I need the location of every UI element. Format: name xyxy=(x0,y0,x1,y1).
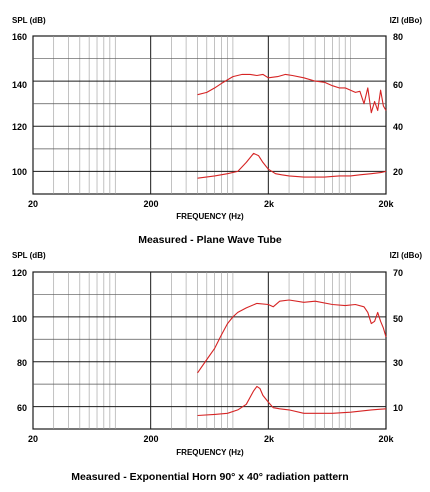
chart-2-x-tick: 20 xyxy=(28,434,38,444)
chart-2-series xyxy=(197,299,387,417)
chart-2-grid xyxy=(33,272,386,429)
chart-1-x-axis-label: FREQUENCY (Hz) xyxy=(176,212,244,221)
chart-2-x-tick: 200 xyxy=(143,434,158,444)
chart-2-y2-tick: 30 xyxy=(393,358,403,368)
chart-1-x-tick: 200 xyxy=(143,199,158,209)
chart-1-grid xyxy=(33,36,386,194)
chart-2-y2-tick: 10 xyxy=(393,403,403,413)
chart-2-y2-axis-label: IZI (dBo) xyxy=(390,251,423,260)
chart-2-x-tick: 2k xyxy=(264,434,275,444)
chart-1-y-tick: 160 xyxy=(12,32,27,42)
chart-1-y2-tick: 20 xyxy=(393,167,403,177)
chart-1-x-tick: 20k xyxy=(378,199,394,209)
chart-1-y2-axis-label: IZI (dBo) xyxy=(390,16,423,25)
chart-1-x-tick: 2k xyxy=(264,199,275,209)
chart-1-y-tick: 100 xyxy=(12,167,27,177)
chart-2-title: Measured - Exponential Horn 90° x 40° ra… xyxy=(71,471,348,483)
spl-response-curve xyxy=(197,73,387,114)
chart-1-plane-wave-tube: SPL (dB) IZI (dBo) 160 140 120 100 80 60… xyxy=(12,16,422,246)
chart-1-y-tick: 120 xyxy=(12,122,27,132)
chart-1-x-tick: 20 xyxy=(28,199,38,209)
chart-1-title: Measured - Plane Wave Tube xyxy=(138,234,282,246)
chart-2-x-tick: 20k xyxy=(378,434,394,444)
chart-2-x-axis-label: FREQUENCY (Hz) xyxy=(176,448,244,457)
chart-1-y2-tick: 60 xyxy=(393,80,403,90)
chart-2-y-tick: 80 xyxy=(17,358,27,368)
spl-response-curve xyxy=(197,299,387,374)
impedance-curve xyxy=(197,385,387,417)
chart-2-y-tick: 60 xyxy=(17,403,27,413)
chart-1-y2-tick: 80 xyxy=(393,32,403,42)
chart-2-y-axis-label: SPL (dB) xyxy=(12,251,46,260)
chart-1-y2-tick: 40 xyxy=(393,122,403,132)
chart-2-y-tick: 120 xyxy=(12,268,27,278)
chart-2-y2-tick: 50 xyxy=(393,314,403,324)
chart-2-plot-frame xyxy=(32,271,387,430)
impedance-curve xyxy=(197,152,387,179)
chart-1-plot-frame xyxy=(32,35,387,195)
chart-2-exponential-horn: SPL (dB) IZI (dBo) 120 100 80 60 70 50 3… xyxy=(12,251,422,483)
chart-1-series xyxy=(197,73,387,179)
chart-2-y2-tick: 70 xyxy=(393,268,403,278)
chart-1-y-axis-label: SPL (dB) xyxy=(12,16,46,25)
chart-2-y-tick: 100 xyxy=(12,314,27,324)
chart-1-y-tick: 140 xyxy=(12,80,27,90)
